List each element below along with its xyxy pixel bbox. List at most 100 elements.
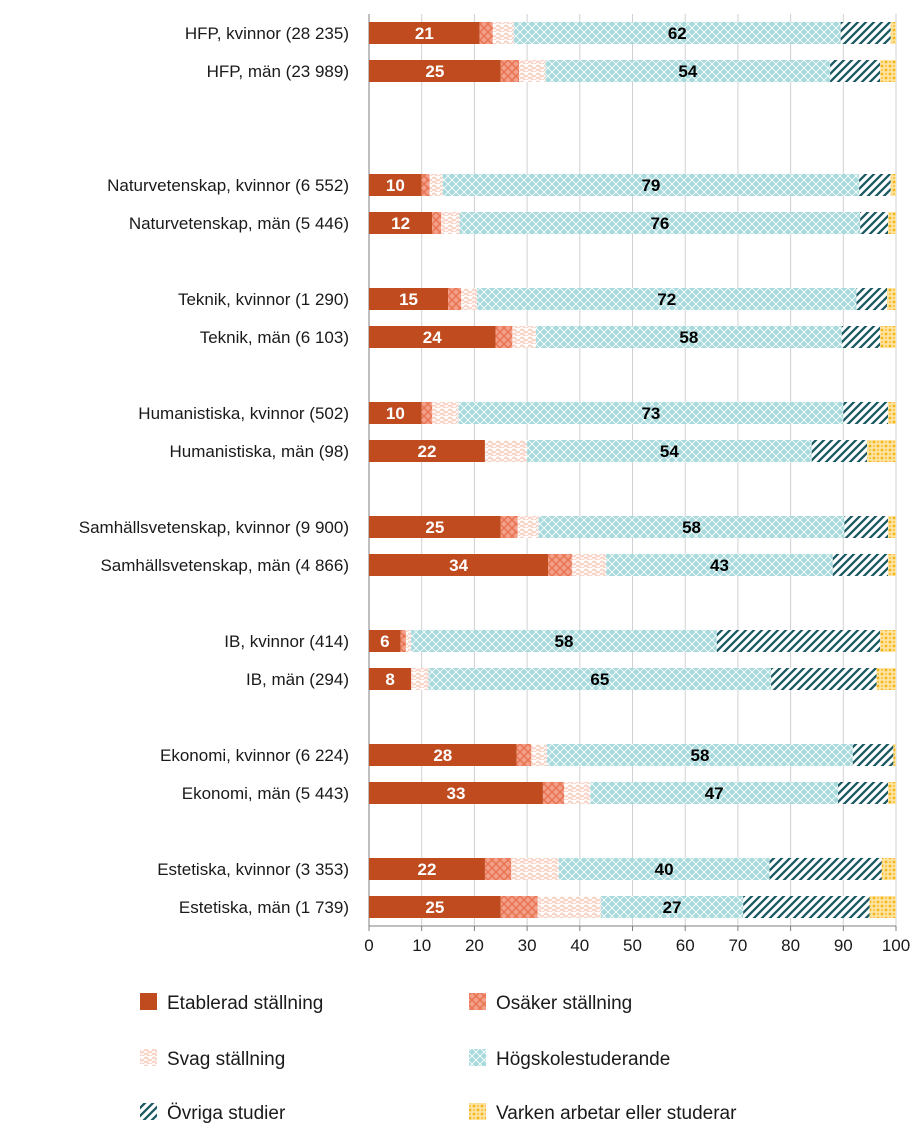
bar-segment — [513, 22, 841, 44]
x-tick-label: 50 — [623, 936, 642, 955]
bar-segment — [771, 668, 877, 690]
bar-segment — [461, 288, 478, 310]
data-label: 58 — [679, 328, 698, 347]
data-label: 58 — [682, 518, 701, 537]
legend: Etablerad ställning Osäker ställning Svag … — [140, 993, 737, 1124]
bar-segment — [890, 174, 896, 196]
bar-segment — [405, 630, 412, 652]
bar-segment — [519, 60, 546, 82]
bar-segment — [369, 174, 422, 196]
data-label: 79 — [641, 176, 660, 195]
data-label: 25 — [425, 62, 444, 81]
bar-segment — [590, 782, 839, 804]
bars: 21 62 25 54 10 79 12 76 15 72 24 58 10 73 22 54 25 58 34 43… — [369, 22, 896, 918]
data-label: 72 — [657, 290, 676, 309]
bar-segment — [459, 212, 861, 234]
category-label: Samhällsvetenskap, män (4 866) — [100, 556, 349, 575]
category-label: Humanistiska, kvinnor (502) — [138, 404, 349, 423]
legend-label: Etablerad ställning — [167, 993, 323, 1014]
category-label: IB, män (294) — [246, 670, 349, 689]
bar-segment — [542, 782, 564, 804]
bar-segment — [860, 212, 889, 234]
bar-segment — [492, 22, 514, 44]
x-tick-label: 40 — [570, 936, 589, 955]
x-tick-label: 70 — [728, 936, 747, 955]
bar-segment — [880, 60, 896, 82]
bar-segment — [888, 782, 896, 804]
category-label: Ekonomi, män (5 443) — [182, 784, 349, 803]
data-label: 58 — [555, 632, 574, 651]
bar-segment — [869, 896, 896, 918]
data-label: 25 — [425, 898, 444, 917]
bar-segment — [888, 402, 896, 424]
bar-segment — [369, 554, 549, 576]
category-label: HFP, kvinnor (28 235) — [185, 24, 349, 43]
bar-segment — [369, 516, 501, 538]
bar-segment — [369, 326, 496, 348]
legend-swatch — [140, 1103, 157, 1120]
bar-segment — [880, 326, 896, 348]
bar-segment — [881, 858, 896, 880]
x-tick-label: 10 — [412, 936, 431, 955]
bar-segment — [880, 630, 896, 652]
bar-segment — [369, 402, 422, 424]
bar-segment — [369, 896, 501, 918]
bar-segment — [563, 782, 591, 804]
bar-segment — [369, 212, 433, 234]
bar-segment — [571, 554, 607, 576]
bar-segment — [811, 440, 868, 462]
bar-segment — [852, 744, 894, 766]
bar-segment — [538, 516, 845, 538]
bar-segment — [867, 440, 896, 462]
data-label: 76 — [650, 214, 669, 233]
category-label: Naturvetenskap, män (5 446) — [129, 214, 349, 233]
bar-segment — [600, 896, 744, 918]
data-label: 6 — [380, 632, 389, 651]
bar-segment — [369, 60, 501, 82]
bar-segment — [856, 288, 888, 310]
bar-segment — [887, 288, 896, 310]
bar-segment — [428, 668, 772, 690]
bar-segment — [421, 402, 433, 424]
bar-segment — [421, 174, 430, 196]
bar-segment — [500, 896, 538, 918]
x-tick-label: 20 — [465, 936, 484, 955]
bar-segment — [558, 858, 770, 880]
bar-segment — [432, 212, 442, 234]
data-label: 28 — [433, 746, 452, 765]
bar-segment — [844, 516, 889, 538]
bar-segment — [840, 22, 891, 44]
bar-segment — [830, 60, 881, 82]
bar-segment — [841, 326, 881, 348]
bar-segment — [890, 22, 896, 44]
bar-segment — [843, 402, 889, 424]
category-label: HFP, män (23 989) — [207, 62, 349, 81]
bar-segment — [511, 858, 559, 880]
bar-segment — [743, 896, 870, 918]
bar-segment — [832, 554, 889, 576]
category-label: IB, kvinnor (414) — [224, 632, 349, 651]
bar-segment — [876, 668, 896, 690]
data-label: 62 — [668, 24, 687, 43]
bar-segment — [536, 326, 842, 348]
bar-segment — [495, 326, 513, 348]
data-label: 12 — [391, 214, 410, 233]
bar-segment — [442, 174, 860, 196]
bar-segment — [479, 22, 493, 44]
bar-segment — [458, 402, 844, 424]
bar-segment — [859, 174, 891, 196]
category-label: Samhällsvetenskap, kvinnor (9 900) — [79, 518, 349, 537]
category-label: Naturvetenskap, kvinnor (6 552) — [107, 176, 349, 195]
bar-segment — [369, 440, 485, 462]
category-label: Humanistiska, män (98) — [169, 442, 349, 461]
data-label: 22 — [418, 442, 437, 461]
data-label: 8 — [385, 670, 394, 689]
legend-label: Högskolestuderande — [496, 1049, 670, 1070]
bar-segment — [484, 858, 512, 880]
legend-swatch — [140, 993, 157, 1010]
legend-label: Övriga studier — [167, 1103, 286, 1124]
bar-segment — [369, 22, 480, 44]
bar-segment — [400, 630, 406, 652]
legend-swatch — [469, 1103, 486, 1120]
